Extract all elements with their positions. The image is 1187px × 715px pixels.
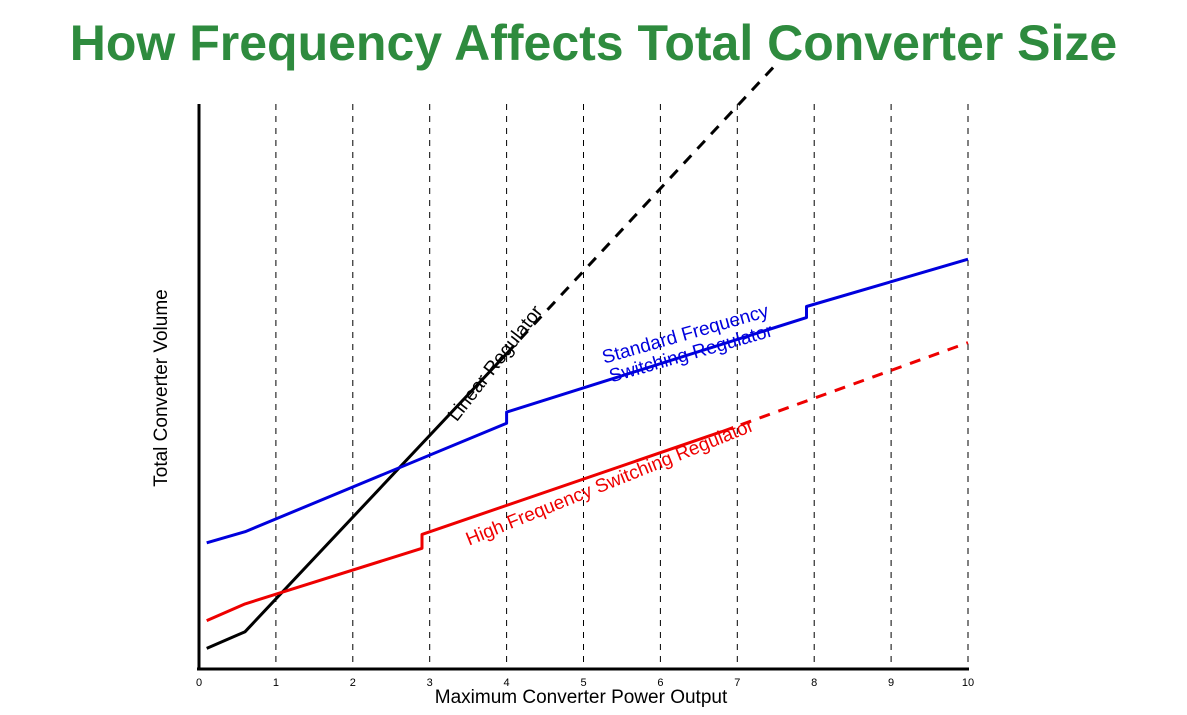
series	[206, 63, 969, 650]
series-label-linear: Linear Regulator	[444, 301, 547, 425]
x-tick-label: 8	[811, 677, 817, 689]
gridlines	[275, 104, 969, 669]
x-tick-label: 0	[196, 677, 202, 689]
page-title: How Frequency Affects Total Converter Si…	[69, 15, 1118, 71]
series-line-linear-regulator-dashed	[505, 63, 777, 355]
series-label-standard: Standard Frequency Switching Regulator	[600, 301, 776, 388]
x-tick-label: 1	[273, 677, 279, 689]
x-tick-label: 4	[504, 677, 510, 689]
axes	[197, 104, 969, 671]
series-label-high: High Frequency Switching Regulator	[463, 415, 757, 550]
x-tick-label: 5	[580, 677, 586, 689]
x-tick-label: 7	[734, 677, 740, 689]
x-axis-label: Maximum Converter Power Output	[435, 687, 728, 708]
x-tick-label: 9	[888, 677, 894, 689]
series-line-linear-regulator-solid	[206, 352, 508, 650]
series-line-high-frequency-solid	[206, 430, 723, 622]
x-tick-labels: 0 1 2 3 4 5 6 7 8 9 10	[196, 677, 974, 689]
x-tick-label: 10	[962, 677, 974, 689]
series-line-high-frequency-dashed	[721, 341, 969, 434]
x-tick-label: 2	[350, 677, 356, 689]
y-axis-label: Total Converter Volume	[151, 289, 172, 487]
x-tick-label: 6	[657, 677, 663, 689]
series-line-standard-frequency-solid	[206, 257, 969, 545]
x-tick-label: 3	[427, 677, 433, 689]
